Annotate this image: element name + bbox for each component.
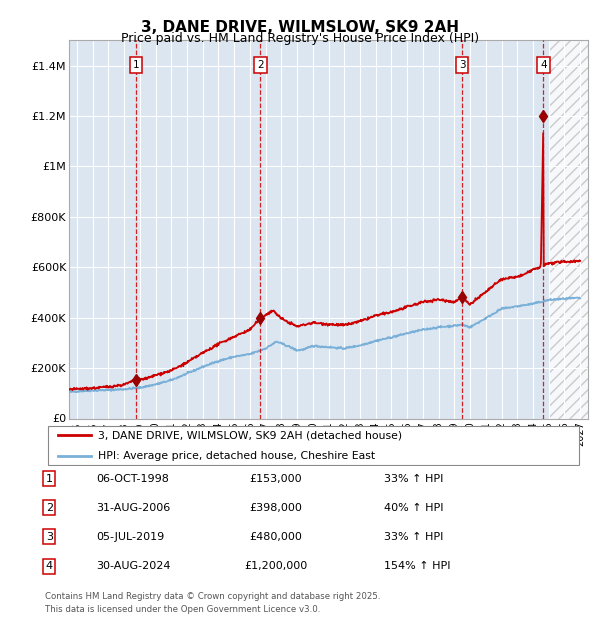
Text: 4: 4 — [540, 60, 547, 70]
Text: £398,000: £398,000 — [250, 503, 302, 513]
Text: £153,000: £153,000 — [250, 474, 302, 484]
Text: Contains HM Land Registry data © Crown copyright and database right 2025.: Contains HM Land Registry data © Crown c… — [45, 592, 380, 601]
Text: 3: 3 — [459, 60, 466, 70]
Text: 3, DANE DRIVE, WILMSLOW, SK9 2AH: 3, DANE DRIVE, WILMSLOW, SK9 2AH — [141, 20, 459, 35]
FancyBboxPatch shape — [47, 426, 580, 464]
Text: 1: 1 — [133, 60, 139, 70]
Text: 3, DANE DRIVE, WILMSLOW, SK9 2AH (detached house): 3, DANE DRIVE, WILMSLOW, SK9 2AH (detach… — [98, 430, 402, 440]
Text: HPI: Average price, detached house, Cheshire East: HPI: Average price, detached house, Ches… — [98, 451, 375, 461]
Text: £480,000: £480,000 — [250, 532, 302, 542]
Bar — [548, 40, 588, 419]
Text: 4: 4 — [46, 561, 53, 571]
Text: 40% ↑ HPI: 40% ↑ HPI — [384, 503, 443, 513]
Text: 06-OCT-1998: 06-OCT-1998 — [96, 474, 169, 484]
Text: 2: 2 — [257, 60, 264, 70]
Text: £1,200,000: £1,200,000 — [244, 561, 308, 571]
Text: 30-AUG-2024: 30-AUG-2024 — [96, 561, 170, 571]
Text: Price paid vs. HM Land Registry's House Price Index (HPI): Price paid vs. HM Land Registry's House … — [121, 32, 479, 45]
Text: 31-AUG-2006: 31-AUG-2006 — [96, 503, 170, 513]
Text: 154% ↑ HPI: 154% ↑ HPI — [384, 561, 451, 571]
Text: 1: 1 — [46, 474, 53, 484]
Text: 33% ↑ HPI: 33% ↑ HPI — [384, 474, 443, 484]
Text: This data is licensed under the Open Government Licence v3.0.: This data is licensed under the Open Gov… — [45, 604, 320, 614]
Text: 3: 3 — [46, 532, 53, 542]
Text: 2: 2 — [46, 503, 53, 513]
Text: 33% ↑ HPI: 33% ↑ HPI — [384, 532, 443, 542]
Text: 05-JUL-2019: 05-JUL-2019 — [96, 532, 164, 542]
